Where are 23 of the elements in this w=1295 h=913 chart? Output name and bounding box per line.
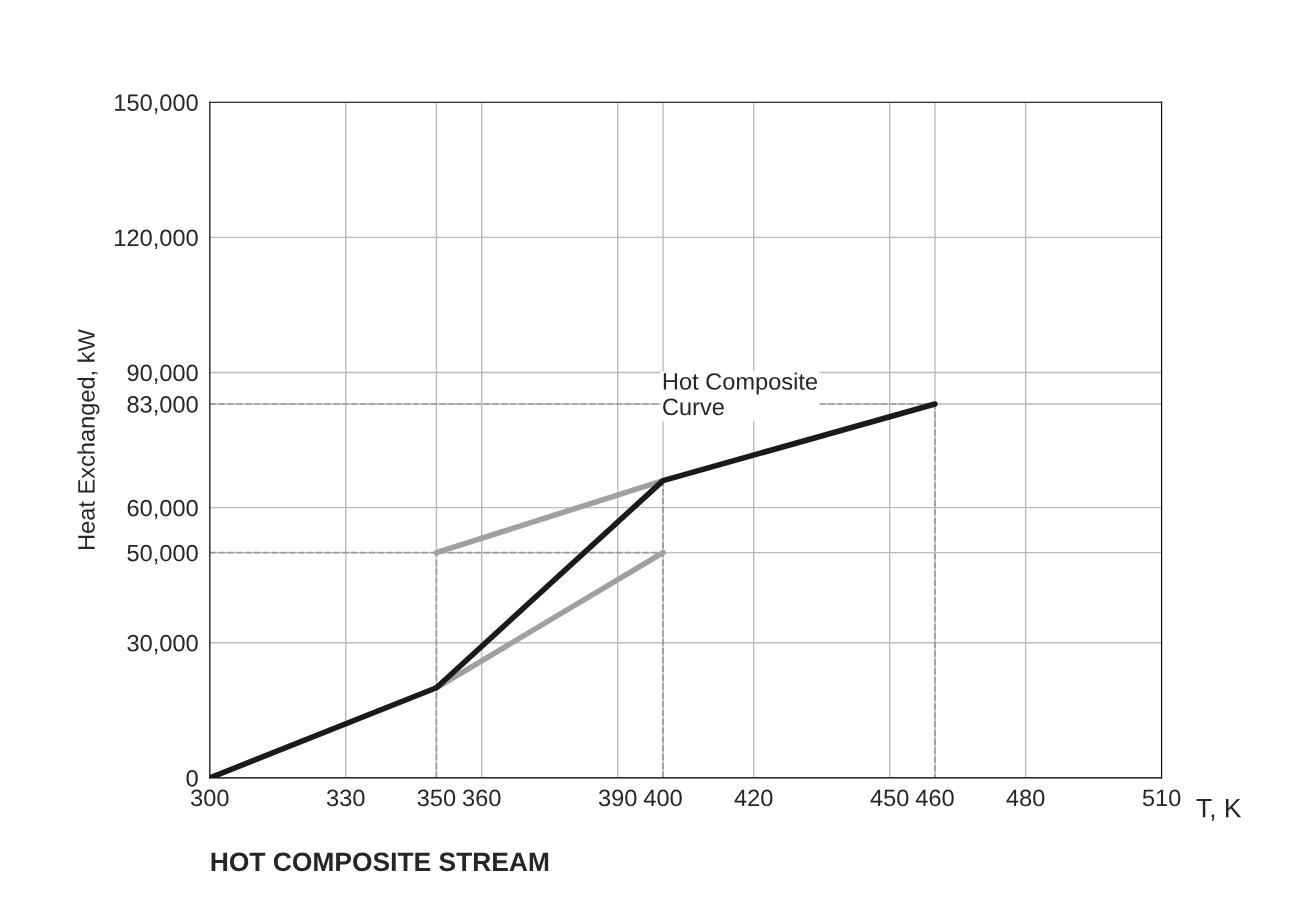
y-tick-label: 83,000 (127, 396, 198, 416)
x-tick-label: 390 (598, 789, 637, 807)
x-tick-label: 420 (734, 789, 773, 807)
y-tick-label: 120,000 (115, 229, 198, 249)
x-tick-label: 300 (191, 789, 229, 807)
y-tick-label: 60,000 (127, 499, 198, 520)
annotation: Hot Composite Curve (663, 372, 818, 416)
text: HOT COMPOSITE STREAM (211, 852, 549, 872)
x-axis-title: T, K (1196, 799, 1242, 821)
x-tick-label: 510 (1142, 789, 1181, 807)
y-tick-label: 150,000 (115, 94, 198, 114)
y-tick-label: 30,000 (127, 634, 198, 655)
x-tick-label: 360 (462, 789, 501, 807)
x-tick-label: 330 (326, 789, 365, 807)
y-axis-title: Heat Exchanged, kW (77, 329, 100, 550)
x-tick-label: 400 (643, 789, 682, 807)
x-tick-label: 450 (870, 789, 909, 807)
y-tick-label: 50,000 (127, 544, 198, 565)
x-tick-label: 350 (417, 789, 456, 807)
y-tick-label: 90,000 (127, 364, 198, 385)
x-tick-label: 480 (1006, 789, 1045, 807)
y-tick-label: 0 (186, 769, 198, 787)
x-tick-label: 460 (915, 789, 954, 807)
